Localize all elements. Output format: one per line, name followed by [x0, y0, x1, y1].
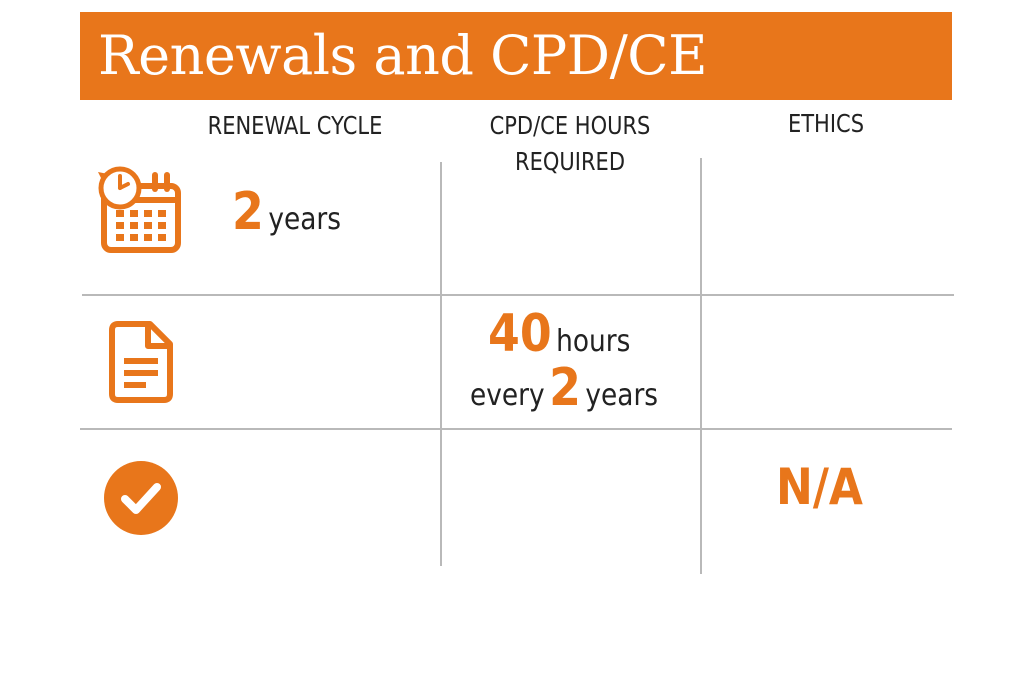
- column-header-cpd-line1: CPD/CE HOURS: [489, 111, 651, 140]
- grid-divider-vertical-2: [700, 158, 702, 574]
- calendar-clock-icon: [94, 166, 186, 256]
- renewal-cycle-unit: years: [268, 202, 341, 237]
- cpd-hours-unit: hours: [556, 324, 631, 359]
- column-header-renewal-cycle: RENEWAL CYCLE: [173, 108, 417, 144]
- column-header-ethics-label: ETHICS: [787, 109, 865, 138]
- grid-divider-horizontal-2: [80, 428, 952, 430]
- ethics-value: N/A: [776, 458, 863, 516]
- cpd-years-unit: years: [585, 378, 659, 413]
- column-header-cpd-hours: CPD/CE HOURS REQUIRED: [461, 108, 679, 180]
- renewal-cycle-value: 2 years: [232, 182, 341, 242]
- column-header-cpd-line2: REQUIRED: [515, 147, 625, 176]
- grid-divider-vertical-1: [440, 162, 442, 566]
- column-header-renewal-cycle-label: RENEWAL CYCLE: [207, 111, 383, 140]
- ethics-value-text: N/A: [776, 458, 863, 516]
- cpd-hours-line: 40 hours: [488, 304, 630, 364]
- cpd-years-number: 2: [549, 358, 581, 418]
- checkmark-circle-icon: [103, 460, 179, 536]
- cpd-every-label: every: [470, 378, 545, 413]
- title-banner: Renewals and CPD/CE: [80, 12, 952, 100]
- page-title: Renewals and CPD/CE: [98, 24, 708, 87]
- cpd-hours-number: 40: [488, 304, 552, 364]
- cpd-period-line: every 2 years: [470, 358, 658, 418]
- column-header-ethics: ETHICS: [720, 106, 932, 142]
- renewal-cycle-number: 2: [232, 182, 264, 242]
- document-icon: [106, 318, 176, 406]
- grid-divider-horizontal-1: [82, 294, 954, 296]
